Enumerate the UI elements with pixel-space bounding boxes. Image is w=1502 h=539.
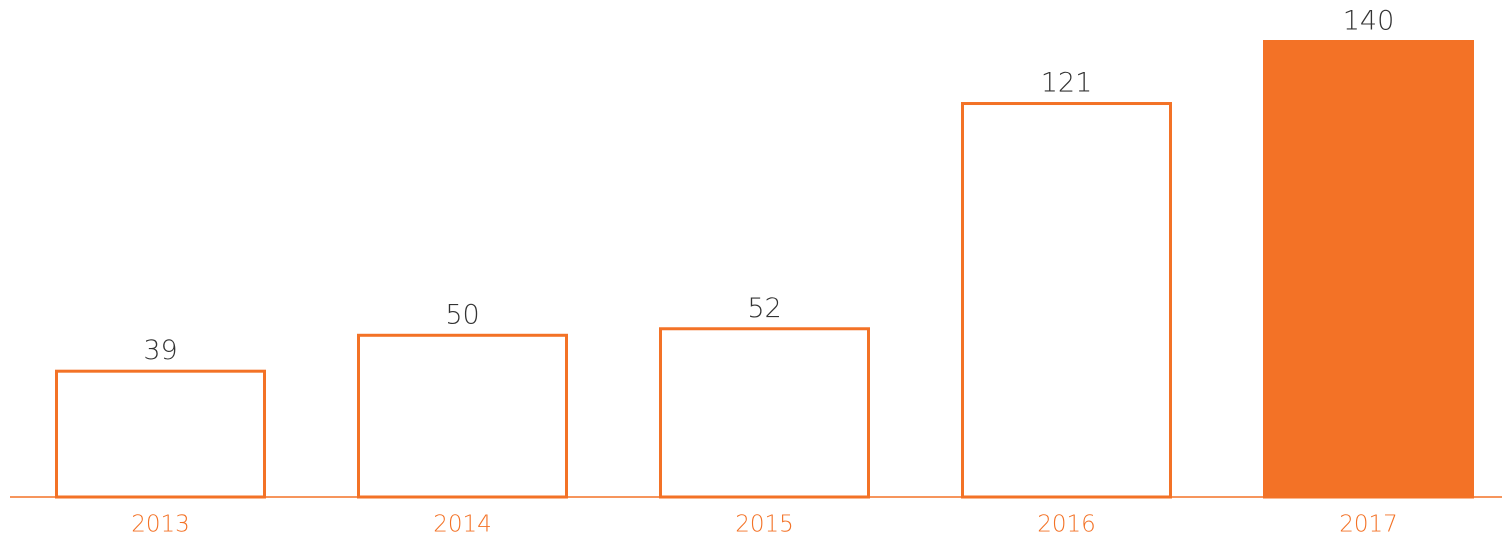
bar bbox=[357, 333, 568, 499]
value-label: 140 bbox=[1343, 6, 1395, 37]
x-tick-label: 2013 bbox=[131, 512, 190, 538]
x-tick-label: 2016 bbox=[1037, 512, 1096, 538]
bar bbox=[659, 327, 870, 499]
value-label: 39 bbox=[143, 335, 177, 366]
x-tick-label: 2015 bbox=[735, 512, 794, 538]
value-label: 50 bbox=[445, 299, 479, 330]
x-tick-label: 2017 bbox=[1339, 512, 1398, 538]
bar bbox=[55, 369, 266, 499]
bar bbox=[1263, 40, 1474, 499]
value-label: 121 bbox=[1041, 68, 1093, 99]
bar bbox=[961, 102, 1172, 499]
x-tick-label: 2014 bbox=[433, 512, 492, 538]
value-label: 52 bbox=[747, 293, 781, 324]
